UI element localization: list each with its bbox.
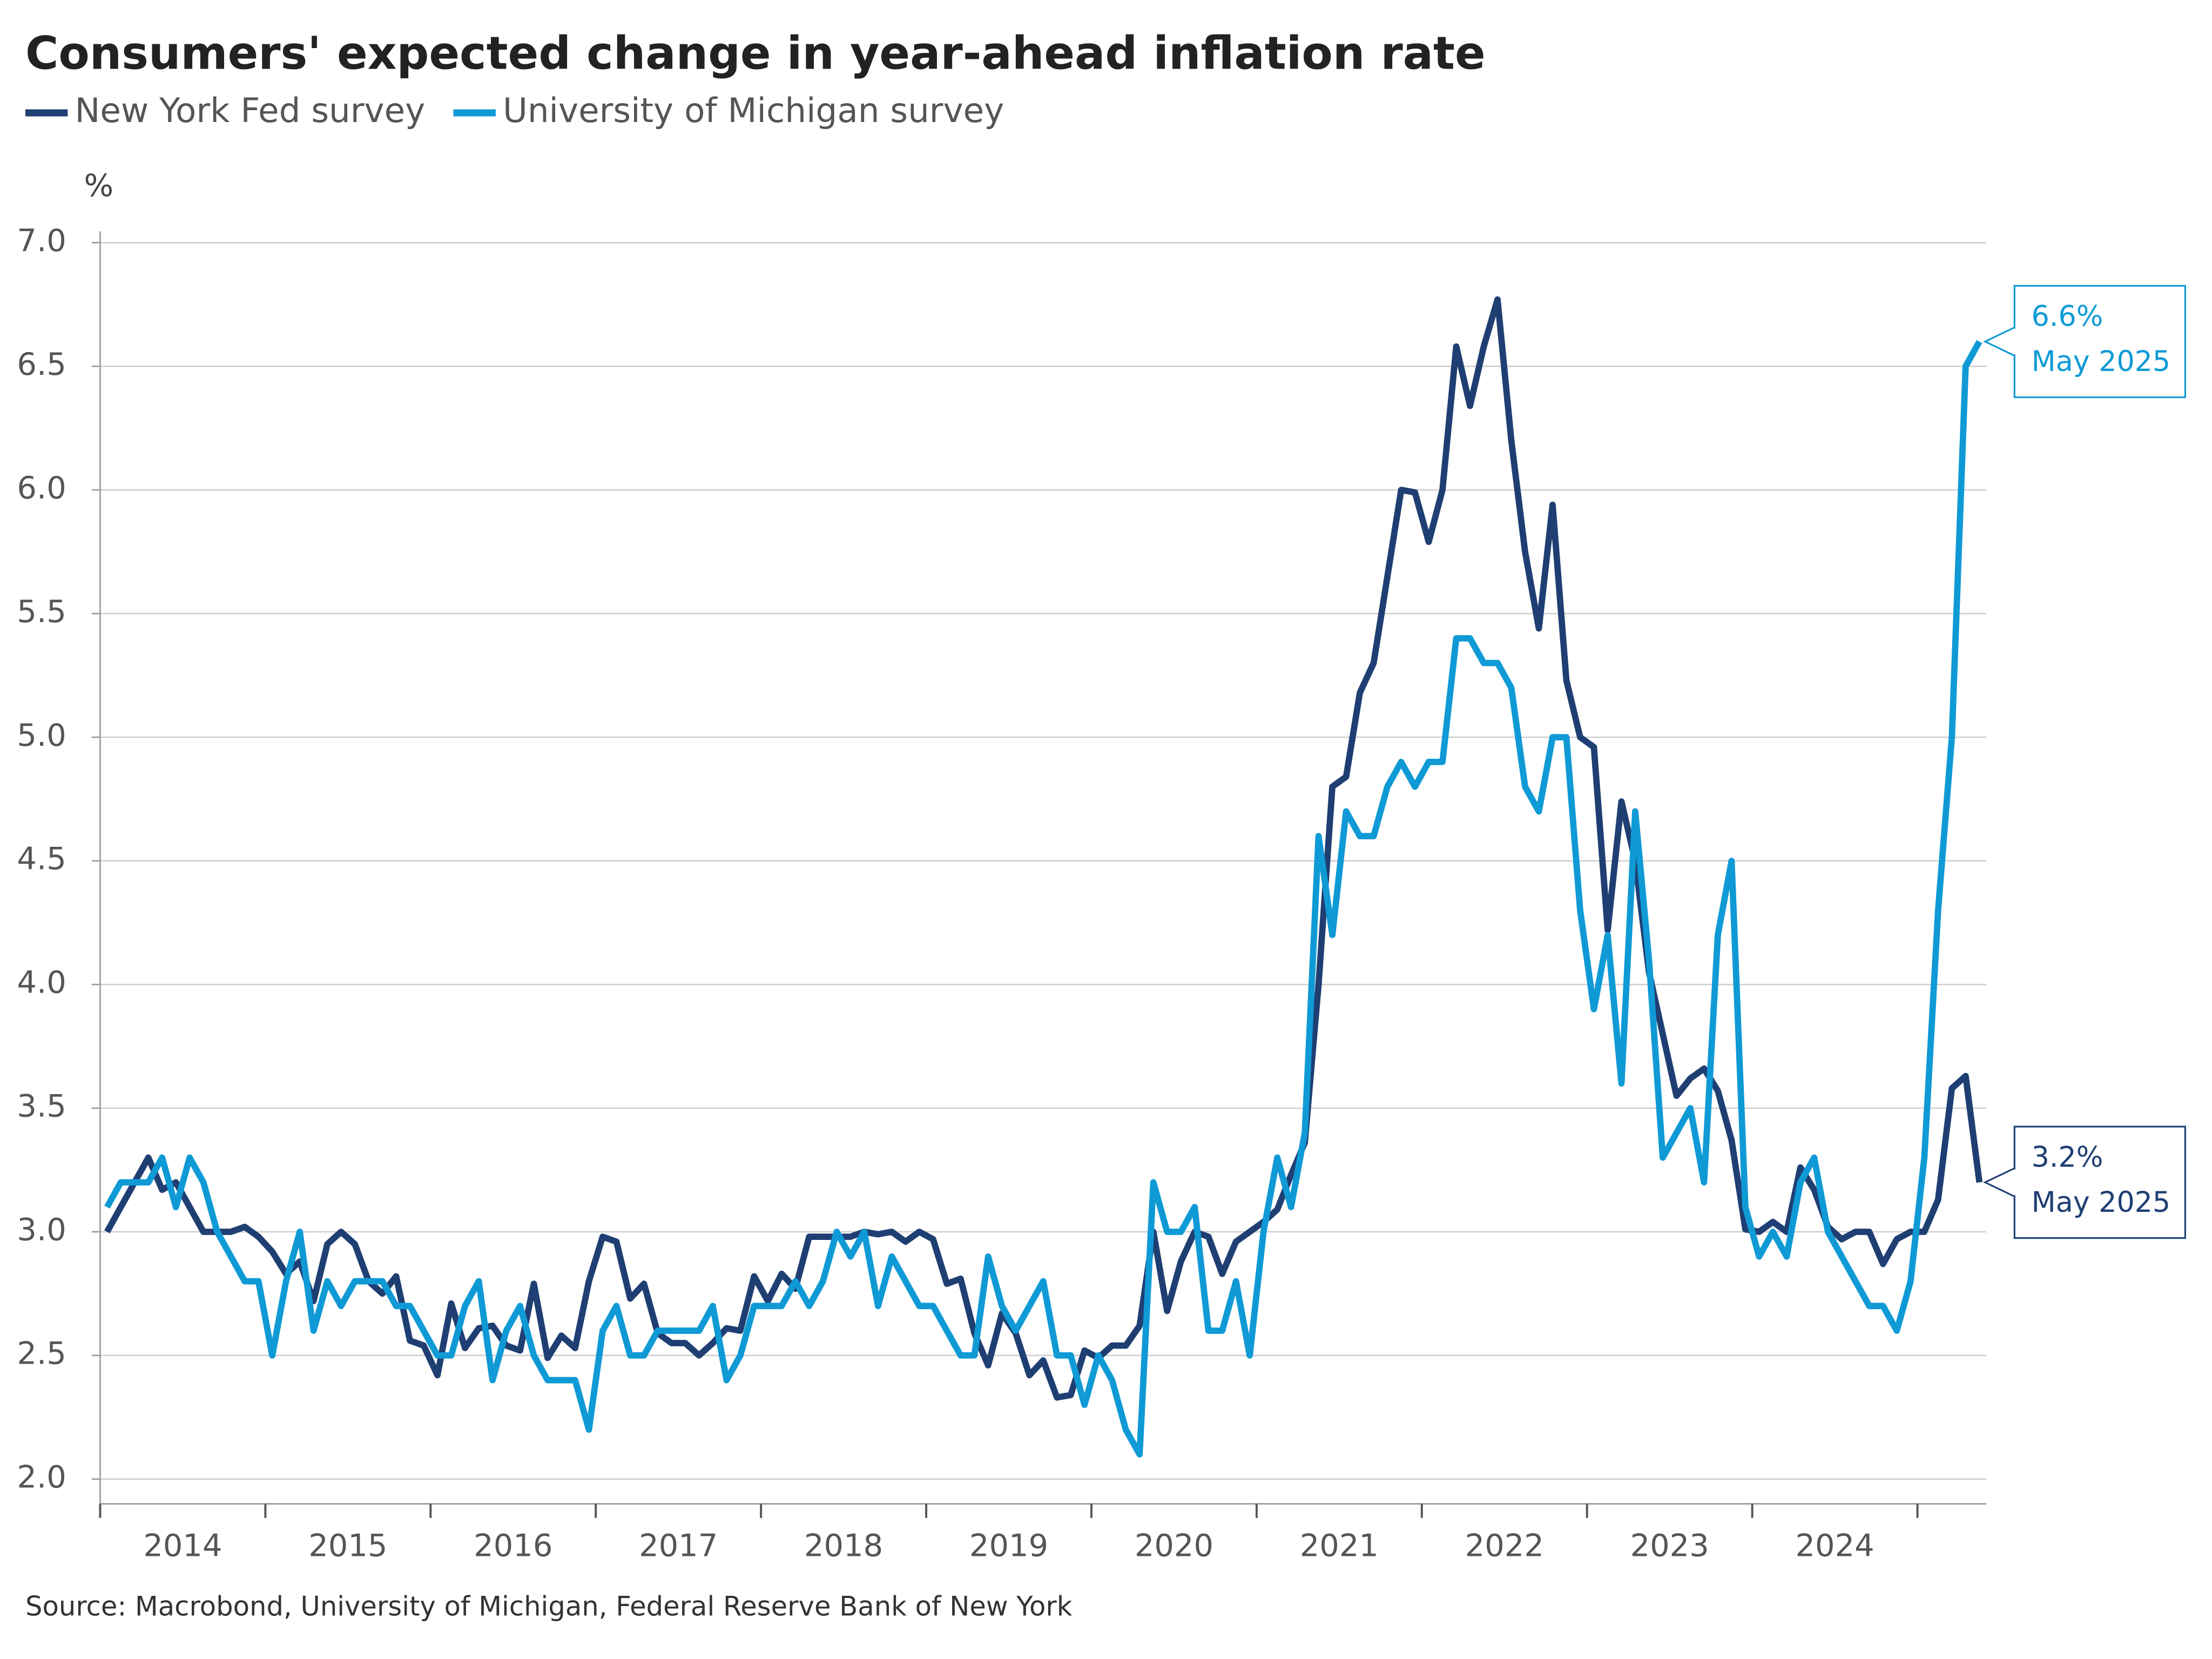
x-tick-label: 2017 [639,1527,718,1563]
y-tick-label: 2.0 [17,1459,66,1495]
y-tick-label: 5.0 [17,717,66,753]
chart-title: Consumers' expected change in year-ahead… [25,26,1486,79]
y-tick-label: 5.5 [17,594,66,630]
x-tick-label: 2015 [308,1527,387,1563]
y-tick-label: 3.5 [17,1088,66,1124]
x-tick-label: 2014 [143,1527,222,1563]
annotation-date: May 2025 [2032,346,2171,378]
y-tick-label: 6.0 [17,470,66,506]
legend-label: University of Michigan survey [503,91,1004,130]
x-tick-label: 2016 [474,1527,552,1563]
source-note: Source: Macrobond, University of Michiga… [25,1590,1073,1622]
y-tick-label: 2.5 [17,1336,66,1372]
annotation-value: 3.2% [2032,1141,2103,1174]
x-tick-label: 2022 [1465,1527,1544,1563]
annotation-box [2013,285,2186,399]
annotation-pointer [1983,1167,2015,1197]
legend-label: New York Fed survey [75,91,425,130]
x-tick-label: 2020 [1135,1527,1213,1563]
y-tick-label: 7.0 [17,222,66,259]
y-unit-label: % [84,167,114,204]
annotation-value: 6.6% [2032,300,2103,333]
y-tick-label: 4.0 [17,965,66,1001]
series-line [104,340,1982,1458]
x-tick-label: 2021 [1300,1527,1379,1563]
x-tick-label: 2018 [804,1527,883,1563]
x-tick-label: 2023 [1630,1527,1709,1563]
y-tick-label: 4.5 [17,841,66,877]
x-tick-label: 2024 [1796,1527,1874,1563]
series-line [104,296,1983,1401]
x-tick-label: 2019 [969,1527,1048,1563]
y-tick-label: 6.5 [17,346,66,382]
y-tick-label: 3.0 [17,1212,66,1248]
annotation-pointer [1983,326,2015,357]
annotation-date: May 2025 [2032,1186,2171,1219]
